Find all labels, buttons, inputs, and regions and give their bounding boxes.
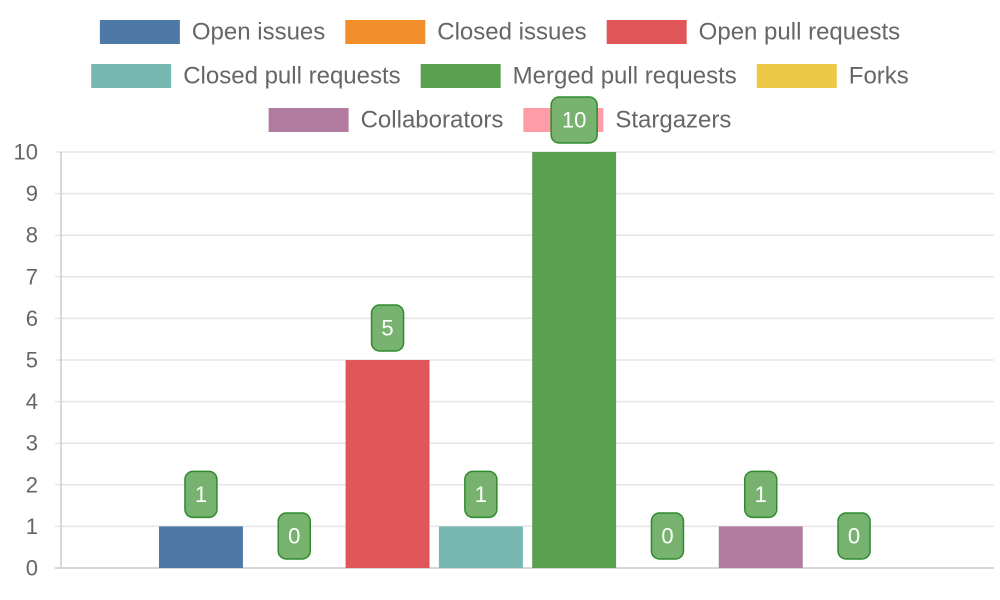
y-tick-label: 5 — [26, 348, 38, 373]
data-label-merged-pull-requests: 10 — [550, 96, 598, 144]
data-label-box — [837, 512, 871, 560]
data-label-value: 0 — [288, 524, 300, 549]
legend-swatch — [420, 64, 501, 88]
data-label-box — [277, 512, 311, 560]
bar-open-pull-requests[interactable] — [345, 360, 430, 568]
legend-item-open-issues[interactable]: Open issues — [99, 19, 325, 46]
data-label-box — [464, 470, 498, 519]
data-label-closed-issues: 0 — [277, 512, 311, 560]
y-tick-label: 0 — [26, 556, 38, 581]
bars — [158, 152, 803, 568]
bar-collaborators[interactable] — [718, 526, 803, 568]
gridlines — [55, 151, 994, 569]
legend-swatch — [99, 20, 180, 44]
y-tick-label: 6 — [26, 306, 38, 331]
data-label-closed-pull-requests: 1 — [464, 470, 498, 519]
y-tick-label: 8 — [26, 223, 38, 248]
data-label-forks: 0 — [650, 512, 685, 560]
legend-swatch — [756, 64, 837, 88]
legend-swatch — [91, 64, 172, 88]
legend-item-open-pull-requests[interactable]: Open pull requests — [606, 19, 900, 46]
data-label-box — [650, 512, 685, 560]
y-tick-label: 10 — [14, 140, 38, 165]
legend-label: Forks — [849, 63, 909, 90]
legend-item-merged-pull-requests[interactable]: Merged pull requests — [420, 63, 737, 90]
legend-item-collaborators[interactable]: Collaborators — [268, 107, 504, 134]
data-label-box — [184, 470, 218, 519]
bar-open-issues[interactable] — [158, 526, 243, 568]
legend-item-closed-pull-requests[interactable]: Closed pull requests — [91, 63, 401, 90]
data-label-open-pull-requests: 5 — [370, 304, 405, 352]
data-label-value: 5 — [381, 316, 393, 341]
legend-swatch — [345, 20, 426, 44]
bar-merged-pull-requests[interactable] — [532, 152, 617, 568]
data-label-value: 10 — [562, 108, 586, 133]
data-label-collaborators: 1 — [744, 470, 778, 519]
data-label-open-issues: 1 — [184, 470, 218, 519]
data-label-value: 1 — [195, 482, 207, 507]
data-label-stargazers: 0 — [837, 512, 871, 560]
data-label-value: 0 — [661, 524, 673, 549]
legend-label: Open pull requests — [699, 19, 900, 46]
legend-item-closed-issues[interactable]: Closed issues — [345, 19, 587, 46]
legend-swatch — [606, 20, 687, 44]
data-label-value: 1 — [755, 482, 767, 507]
legend-label: Closed issues — [437, 19, 586, 46]
legend-swatch — [268, 108, 349, 132]
y-tick-label: 4 — [26, 389, 38, 414]
legend-item-forks[interactable]: Forks — [756, 63, 909, 90]
data-label-box — [550, 96, 598, 144]
legend-label: Open issues — [192, 19, 325, 46]
y-tick-label: 9 — [26, 181, 38, 206]
legend-label: Collaborators — [361, 107, 504, 134]
legend: Open issues Closed issues Open pull reques… — [91, 19, 909, 134]
y-tick-label: 1 — [26, 514, 38, 539]
legend-label: Merged pull requests — [513, 63, 737, 90]
legend-label: Closed pull requests — [183, 63, 400, 90]
y-tick-label: 7 — [26, 264, 38, 289]
y-tick-label: 3 — [26, 431, 38, 456]
legend-label: Stargazers — [615, 107, 731, 134]
bar-closed-pull-requests[interactable] — [438, 526, 523, 568]
data-label-box — [744, 470, 778, 519]
data-label-value: 1 — [475, 482, 487, 507]
data-label-value: 0 — [848, 524, 860, 549]
data-label-box — [370, 304, 405, 352]
y-tick-label: 2 — [26, 472, 38, 497]
